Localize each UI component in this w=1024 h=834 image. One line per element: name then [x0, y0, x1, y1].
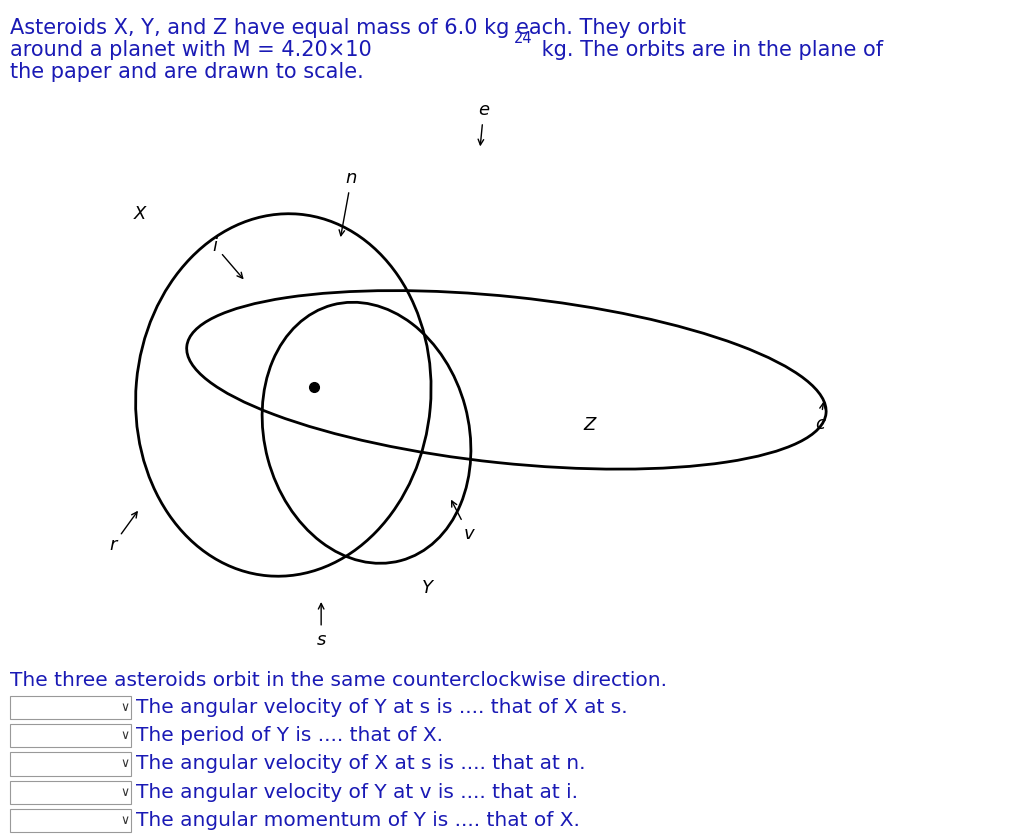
Text: n: n [339, 169, 357, 236]
Text: The angular velocity of X at s is .... that at n.: The angular velocity of X at s is .... t… [136, 755, 586, 773]
Text: ∨: ∨ [121, 786, 129, 799]
Text: v: v [452, 501, 474, 543]
Text: c: c [815, 403, 825, 433]
Text: around a planet with M = 4.20×10: around a planet with M = 4.20×10 [10, 40, 372, 60]
Text: The three asteroids orbit in the same counterclockwise direction.: The three asteroids orbit in the same co… [10, 671, 668, 691]
Text: The angular momentum of Y is .... that of X.: The angular momentum of Y is .... that o… [136, 811, 580, 830]
Text: The angular velocity of Y at v is .... that at i.: The angular velocity of Y at v is .... t… [136, 783, 579, 801]
Text: The period of Y is .... that of X.: The period of Y is .... that of X. [136, 726, 443, 745]
Text: Z: Z [584, 416, 596, 435]
Text: The angular velocity of Y at s is .... that of X at s.: The angular velocity of Y at s is .... t… [136, 698, 628, 716]
Text: s: s [316, 604, 326, 649]
Text: Y: Y [422, 579, 432, 597]
Text: r: r [110, 512, 137, 554]
Text: ∨: ∨ [121, 814, 129, 827]
Text: i: i [213, 238, 243, 279]
Text: e: e [478, 101, 489, 145]
Text: ∨: ∨ [121, 757, 129, 771]
Text: ∨: ∨ [121, 729, 129, 742]
Text: Asteroids X, Y, and Z have equal mass of 6.0 kg each. They orbit: Asteroids X, Y, and Z have equal mass of… [10, 18, 686, 38]
Text: X: X [133, 204, 145, 223]
Text: ∨: ∨ [121, 701, 129, 714]
Text: kg. The orbits are in the plane of: kg. The orbits are in the plane of [535, 40, 883, 60]
Text: 24: 24 [514, 31, 532, 46]
Text: the paper and are drawn to scale.: the paper and are drawn to scale. [10, 62, 364, 82]
